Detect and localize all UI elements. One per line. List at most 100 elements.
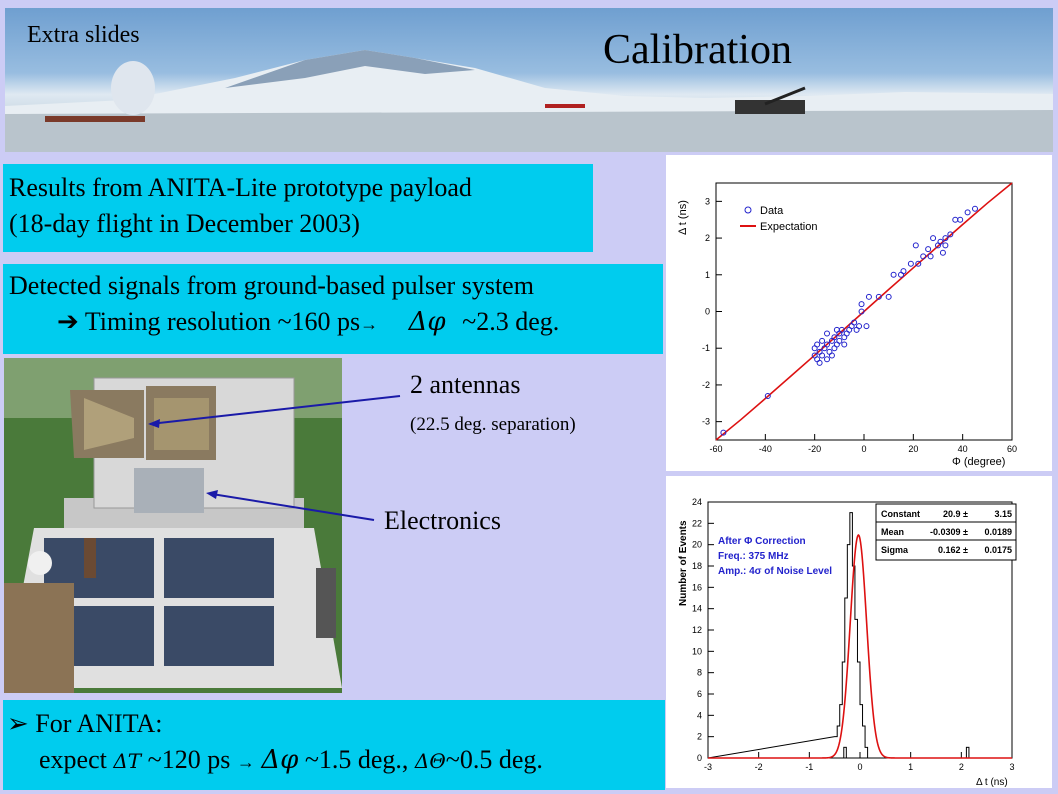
histogram-outlier-bin <box>843 746 847 759</box>
data-point <box>856 323 863 330</box>
y-tick-label: -1 <box>702 343 710 353</box>
data-point <box>937 238 944 245</box>
anita-heading: For ANITA: <box>35 709 163 738</box>
stat-constant-name: Constant <box>881 509 920 519</box>
results-line-2: (18-day flight in December 2003) <box>9 209 360 238</box>
data-point <box>824 356 830 363</box>
x-tick-label: 0 <box>861 444 866 454</box>
delta-phi-symbol-2: Δφ <box>261 745 299 775</box>
anita-line-2: expect ΔT ~120 ps → Δφ ~1.5 deg., ΔΘ~0.5… <box>7 742 665 780</box>
y-tick-label: 0 <box>705 307 710 317</box>
stat-sigma-name: Sigma <box>881 545 909 555</box>
x-axis-label: Φ (degree) <box>952 456 1005 468</box>
histogram-outlier-bin <box>965 746 970 759</box>
y-tick-label: -2 <box>702 380 710 390</box>
y-tick-label-2: 4 <box>697 710 702 720</box>
y-tick-label-2: 8 <box>697 668 702 678</box>
x-tick-label-2: -1 <box>805 762 813 772</box>
stat-mean-error: 0.0189 <box>984 527 1012 537</box>
data-point <box>957 216 964 223</box>
legend-data-label: Data <box>760 205 784 217</box>
data-point <box>863 323 870 330</box>
gaussian-fit-line <box>708 534 1012 759</box>
data-point <box>858 308 865 315</box>
stat-sigma-value: 0.162 ± <box>938 545 968 555</box>
y-tick-label-2: 16 <box>692 582 702 592</box>
annotation-amp: Amp.: 4σ of Noise Level <box>718 566 832 577</box>
y-tick-label-2: 14 <box>692 604 702 614</box>
scatter-plot-svg: -60 -40 -20 0 20 40 60 -3 -2 -1 0 1 2 3 Data Expectat… <box>677 182 1017 468</box>
legend-expectation-label: Expectation <box>760 221 817 233</box>
data-point <box>964 209 971 216</box>
x-tick-label: -60 <box>709 444 722 454</box>
data-point <box>819 352 826 359</box>
data-point <box>920 253 927 260</box>
x-tick-label: 20 <box>908 444 918 454</box>
header-banner: Extra slides Calibration <box>5 8 1053 152</box>
data-point <box>890 271 897 278</box>
data-point <box>947 231 954 238</box>
antarctic-landscape-image <box>5 50 1053 152</box>
arrow-icon: ➔ <box>57 307 79 336</box>
data-point <box>824 341 830 348</box>
x-tick-label-2: 0 <box>857 762 862 772</box>
extra-slides-label: Extra slides <box>27 22 140 48</box>
y-tick-label: -3 <box>702 417 710 427</box>
y-tick-label-2: 12 <box>692 625 702 635</box>
implies-arrow-2: → <box>236 752 255 772</box>
data-point <box>907 260 914 267</box>
y-tick-label-2: 20 <box>692 540 702 550</box>
x-tick-label-2: 1 <box>908 762 913 772</box>
y-tick-label-2: 18 <box>692 561 702 571</box>
stat-mean-value: -0.0309 ± <box>930 527 968 537</box>
data-point <box>814 341 821 348</box>
stat-constant-value: 20.9 ± <box>943 509 968 519</box>
y-tick-label-2: 2 <box>697 732 702 742</box>
y-axis-label-2: Number of Events <box>678 520 689 606</box>
x-tick-label: 40 <box>958 444 968 454</box>
y-tick-label: 1 <box>705 270 710 280</box>
data-point <box>942 235 949 242</box>
detected-signals-box: Detected signals from ground-based pulse… <box>3 264 663 354</box>
stats-box: Constant 20.9 ± 3.15 Mean -0.0309 ± 0.01… <box>875 503 1017 561</box>
y-tick-label: 2 <box>705 233 710 243</box>
delta-theta-symbol: ΔΘ <box>414 749 446 773</box>
data-point <box>930 235 937 242</box>
anita-line-1: ➢ For ANITA: <box>7 706 665 742</box>
phi-expect: ~1.5 deg., <box>304 745 409 774</box>
angular-resolution-text: ~2.3 deg. <box>462 307 560 336</box>
data-point <box>816 359 823 366</box>
data-point <box>819 337 826 344</box>
x-tick-label-2: -2 <box>755 762 763 772</box>
expect-text: expect <box>39 745 107 774</box>
data-point <box>939 249 946 256</box>
bullet-icon: ➢ <box>7 709 29 738</box>
data-point <box>912 242 919 249</box>
theta-expect: ~0.5 deg. <box>445 745 543 774</box>
antennas-label: 2 antennas <box>410 370 521 399</box>
data-point <box>925 246 932 253</box>
x-tick-label-2: 3 <box>1009 762 1014 772</box>
timing-text: Timing resolution ~160 ps <box>84 307 361 336</box>
y-tick-label-2: 10 <box>692 646 702 656</box>
data-point <box>952 216 959 223</box>
data-point <box>831 334 838 341</box>
data-point <box>875 293 882 300</box>
x-tick-label: -20 <box>808 444 821 454</box>
data-point <box>927 253 934 260</box>
data-point <box>720 429 727 436</box>
timing-expect: ~120 ps <box>147 745 231 774</box>
data-point <box>851 319 858 326</box>
payload-photo-image <box>4 358 342 693</box>
data-point <box>828 352 835 359</box>
anita-box: ➢ For ANITA: expect ΔT ~120 ps → Δφ ~1.5… <box>3 700 665 790</box>
stat-mean-name: Mean <box>881 527 904 537</box>
y-axis-label: Δ t (ns) <box>677 200 689 235</box>
timing-vs-phi-plot: -60 -40 -20 0 20 40 60 -3 -2 -1 0 1 2 3 Data Expectat… <box>666 155 1052 471</box>
detected-line-1: Detected signals from ground-based pulse… <box>9 271 534 300</box>
separation-label: (22.5 deg. separation) <box>410 414 576 435</box>
results-line-1: Results from ANITA-Lite prototype payloa… <box>9 173 472 202</box>
x-tick-label: -40 <box>759 444 772 454</box>
data-point <box>942 242 949 249</box>
